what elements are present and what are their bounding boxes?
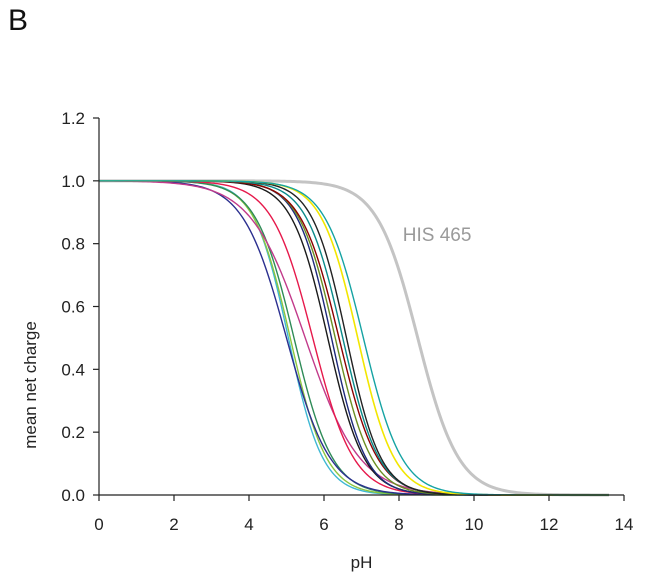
y-tick-label: 0.8 [61, 235, 85, 254]
x-tick-label: 2 [169, 515, 178, 534]
series-line-14 [99, 180, 609, 496]
series-line-8 [99, 180, 609, 496]
x-axis-title: pH [351, 553, 373, 572]
series-line-10 [99, 180, 609, 496]
y-tick-label: 1.2 [61, 109, 85, 128]
axes: 0 2 4 6 8 10 12 14 0.0 0.2 0.4 0.6 0.8 1.0 1.2 [61, 109, 633, 534]
y-tick-label: 0.0 [61, 486, 85, 505]
y-tick-label: 1.0 [61, 172, 85, 191]
x-tick-label: 8 [394, 515, 403, 534]
series-lines [98, 179, 609, 497]
y-tick-label: 0.6 [61, 298, 85, 317]
series-line-3 [99, 180, 609, 496]
y-axis-title: mean net charge [21, 321, 40, 449]
series-line-11 [99, 180, 609, 496]
series-line-1 [99, 180, 609, 496]
x-tick-label: 0 [94, 515, 103, 534]
x-tick-label: 12 [540, 515, 559, 534]
y-tick-label: 0.2 [61, 423, 85, 442]
x-tick-label: 4 [244, 515, 253, 534]
series-line-2 [99, 180, 609, 496]
x-tick-label: 14 [615, 515, 634, 534]
panel-label: B [8, 4, 29, 37]
series-line-5 [98, 180, 609, 496]
series-line-12 [99, 180, 609, 496]
x-tick-label: 6 [319, 515, 328, 534]
x-tick-label: 10 [465, 515, 484, 534]
series-line-his-465 [99, 179, 609, 497]
series-line-13 [99, 180, 609, 496]
his-465-annotation: HIS 465 [403, 225, 472, 246]
y-tick-label: 0.4 [61, 360, 85, 379]
series-line-4 [99, 180, 609, 496]
series-line-7 [99, 180, 609, 496]
series-line-6 [99, 180, 609, 496]
series-line-9 [99, 180, 609, 496]
